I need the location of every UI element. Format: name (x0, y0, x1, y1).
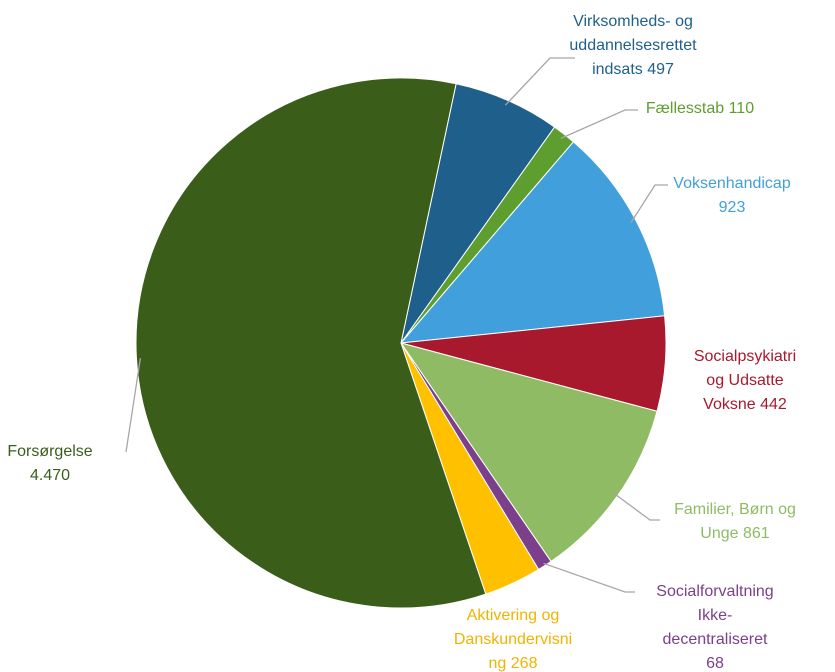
data-label: Aktivering og Danskundervisning 268 (452, 604, 574, 672)
leader-line (612, 492, 660, 521)
data-label: Forsørgelse 4.470 (0, 440, 100, 488)
category-name: Voksenhandicap (673, 175, 791, 192)
leader-line (125, 358, 142, 453)
category-name: Familier, Børn og Unge (674, 501, 796, 542)
category-name: Aktivering og Danskundervisning (453, 607, 573, 672)
category-name: Socialpsykiatri og Udsatte Voksne (693, 348, 797, 413)
pie-slice (135, 77, 487, 609)
leader-line (630, 184, 668, 223)
data-label: Voksenhandicap 923 (662, 172, 802, 220)
category-name: Forsørgelse (7, 443, 93, 460)
data-label: Socialforvaltning Ikke-decentraliseret 6… (653, 580, 778, 672)
data-label: Familier, Børn og Unge 861 (660, 498, 810, 546)
category-name: Socialforvaltning Ikke-decentraliseret (656, 583, 774, 648)
value-label: 497 (647, 61, 674, 78)
data-label: Virksomheds- og uddannelsesrettet indsat… (553, 10, 713, 82)
value-label: 4.470 (29, 467, 71, 484)
leader-line (543, 562, 635, 593)
value-label: 268 (510, 655, 538, 672)
category-name: Virksomheds- og uddannelsesrettet indsat… (569, 13, 697, 78)
data-label: Fællesstab 110 (630, 97, 770, 121)
value-label: 110 (728, 100, 755, 117)
category-name: Fællesstab (645, 100, 725, 117)
leader-line (504, 57, 575, 106)
leader-line (560, 109, 638, 139)
pie-slice (399, 141, 666, 344)
value-label: 68 (706, 655, 724, 672)
value-label: 442 (760, 396, 787, 413)
data-label: Socialpsykiatri og Udsatte Voksne 442 (685, 345, 805, 417)
value-label: 923 (718, 199, 746, 216)
value-label: 861 (743, 525, 770, 542)
